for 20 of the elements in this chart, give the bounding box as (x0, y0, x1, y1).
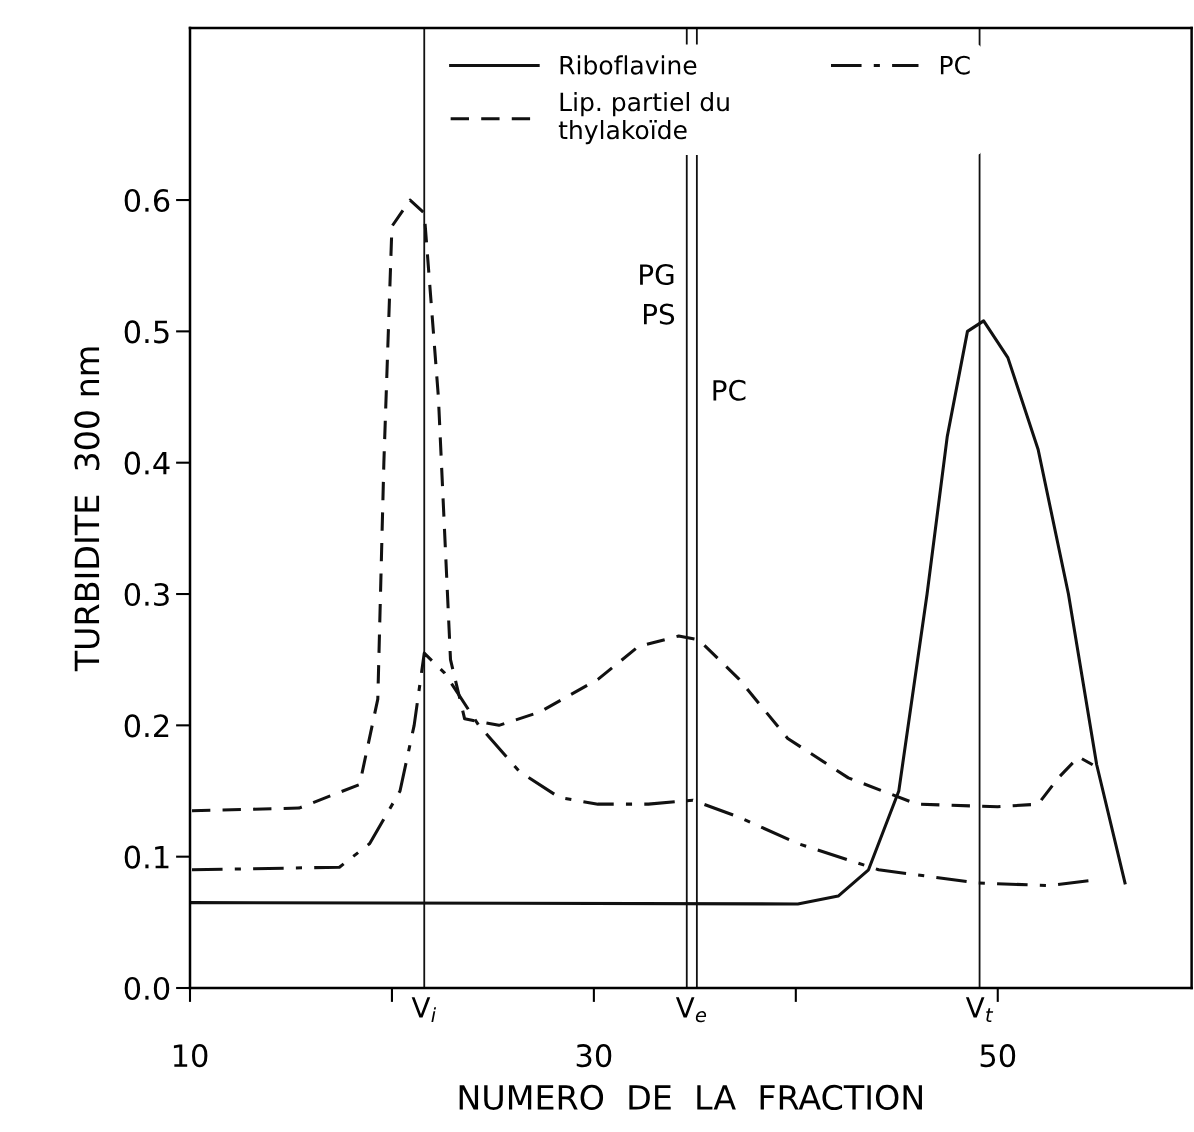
legend-label: PC (940, 55, 970, 75)
ref-line-label: V$_{t}$ (965, 997, 994, 1022)
y-tick-label: 0.2 (124, 714, 169, 738)
y-tick-label: 0.3 (124, 582, 169, 607)
ref-line-label: PG PS (640, 264, 675, 325)
x-tick-label: 30 (576, 1044, 612, 1068)
y-tick-label: 0.0 (124, 976, 170, 1001)
y-tick-label: 0.4 (124, 451, 170, 475)
y-tick-label: 0.1 (124, 845, 169, 869)
y-axis-title: TURBIDITE 300 nm (74, 347, 100, 672)
x-tick-label: 10 (173, 1044, 208, 1068)
ref-line-label: V$_{i}$ (411, 997, 437, 1022)
legend-label: Lip. partiel du thylakoïde (558, 92, 729, 145)
y-tick-label: 0.6 (124, 188, 170, 213)
x-axis-title: NUMERO DE LA FRACTION (459, 1084, 922, 1111)
ref-line-label: PC (713, 379, 746, 401)
x-tick-label: 50 (980, 1044, 1016, 1068)
legend-label: Riboflavine (560, 55, 697, 75)
text: V$_{e}$ (675, 997, 707, 1023)
y-tick-label: 0.5 (124, 320, 169, 344)
